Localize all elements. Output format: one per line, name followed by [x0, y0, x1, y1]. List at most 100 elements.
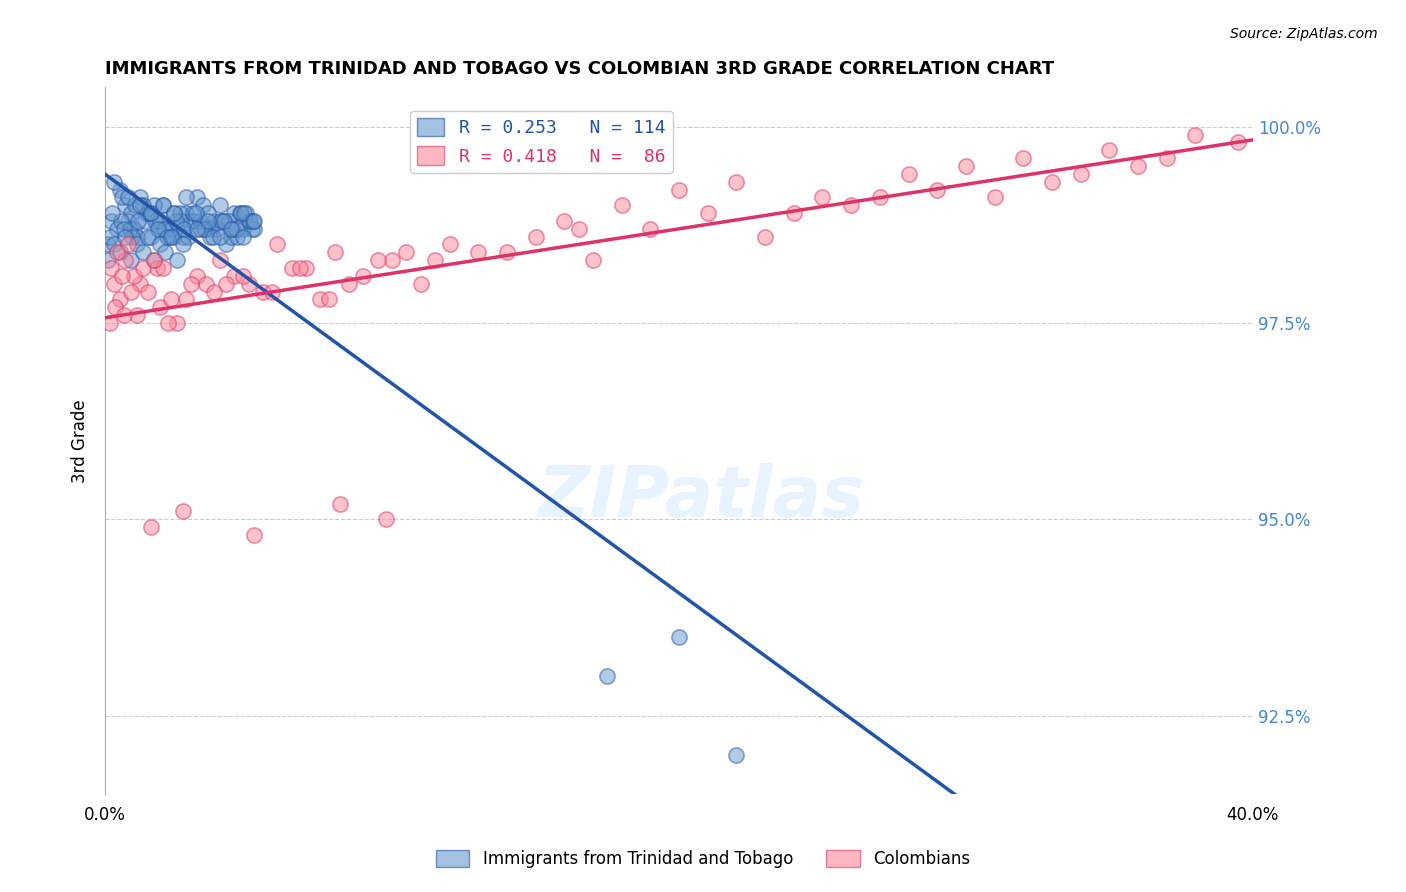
Point — [323, 245, 346, 260]
Point — [131, 261, 153, 276]
Point — [183, 214, 205, 228]
Point — [224, 268, 246, 283]
Point — [869, 190, 891, 204]
Point — [208, 253, 231, 268]
Point — [166, 221, 188, 235]
Point — [122, 268, 145, 283]
Point — [114, 253, 136, 268]
Point — [131, 198, 153, 212]
Point — [897, 167, 920, 181]
Point — [191, 198, 214, 212]
Point — [318, 293, 340, 307]
Point — [105, 245, 128, 260]
Point — [174, 293, 197, 307]
Y-axis label: 3rd Grade: 3rd Grade — [72, 399, 89, 483]
Point — [496, 245, 519, 260]
Point — [243, 221, 266, 235]
Point — [193, 221, 215, 235]
Point — [839, 198, 862, 212]
Point — [117, 237, 139, 252]
Point — [127, 214, 149, 228]
Point — [553, 214, 575, 228]
Point — [145, 214, 167, 228]
Point — [149, 301, 172, 315]
Point — [295, 261, 318, 276]
Point — [157, 229, 180, 244]
Text: ZIPatlas: ZIPatlas — [538, 463, 866, 532]
Point — [610, 198, 633, 212]
Legend: R = 0.253   N = 114, R = 0.418   N =  86: R = 0.253 N = 114, R = 0.418 N = 86 — [411, 111, 672, 173]
Point — [955, 159, 977, 173]
Point — [172, 237, 194, 252]
Point — [139, 206, 162, 220]
Point — [197, 206, 219, 220]
Legend: Immigrants from Trinidad and Tobago, Colombians: Immigrants from Trinidad and Tobago, Col… — [429, 843, 977, 875]
Point — [280, 261, 302, 276]
Point — [239, 214, 262, 228]
Point — [184, 206, 207, 220]
Point — [152, 261, 174, 276]
Point — [125, 229, 148, 244]
Point — [582, 253, 605, 268]
Point — [128, 277, 150, 291]
Point — [125, 308, 148, 322]
Point — [243, 528, 266, 542]
Point — [117, 214, 139, 228]
Point — [194, 277, 217, 291]
Point — [170, 214, 193, 228]
Point — [143, 198, 166, 212]
Point — [138, 206, 160, 220]
Point — [111, 190, 134, 204]
Point — [139, 520, 162, 534]
Point — [186, 190, 208, 204]
Point — [215, 277, 238, 291]
Point — [1184, 128, 1206, 142]
Point — [165, 214, 187, 228]
Point — [260, 285, 283, 299]
Point — [205, 221, 228, 235]
Point — [1070, 167, 1092, 181]
Point — [148, 221, 170, 235]
Point — [117, 190, 139, 204]
Point — [180, 277, 202, 291]
Point — [169, 206, 191, 220]
Point — [439, 237, 461, 252]
Point — [125, 237, 148, 252]
Point — [1012, 151, 1035, 165]
Point — [668, 182, 690, 196]
Point — [105, 221, 128, 235]
Point — [160, 293, 183, 307]
Point — [190, 221, 212, 235]
Point — [232, 268, 254, 283]
Point — [1156, 151, 1178, 165]
Point — [186, 221, 208, 235]
Point — [120, 285, 142, 299]
Point — [208, 198, 231, 212]
Point — [208, 229, 231, 244]
Point — [811, 190, 834, 204]
Point — [146, 261, 169, 276]
Point — [290, 261, 312, 276]
Point — [101, 206, 124, 220]
Point — [108, 293, 131, 307]
Point — [122, 221, 145, 235]
Text: 0.0%: 0.0% — [84, 805, 127, 824]
Point — [186, 268, 208, 283]
Point — [221, 229, 243, 244]
Point — [108, 182, 131, 196]
Point — [222, 221, 245, 235]
Point — [111, 268, 134, 283]
Point — [229, 206, 252, 220]
Point — [309, 293, 332, 307]
Point — [696, 206, 718, 220]
Point — [104, 301, 127, 315]
Point — [157, 316, 180, 330]
Point — [118, 221, 141, 235]
Point — [188, 214, 211, 228]
Point — [1227, 136, 1250, 150]
Point — [209, 214, 232, 228]
Point — [172, 504, 194, 518]
Point — [121, 229, 143, 244]
Point — [596, 669, 619, 683]
Point — [163, 206, 186, 220]
